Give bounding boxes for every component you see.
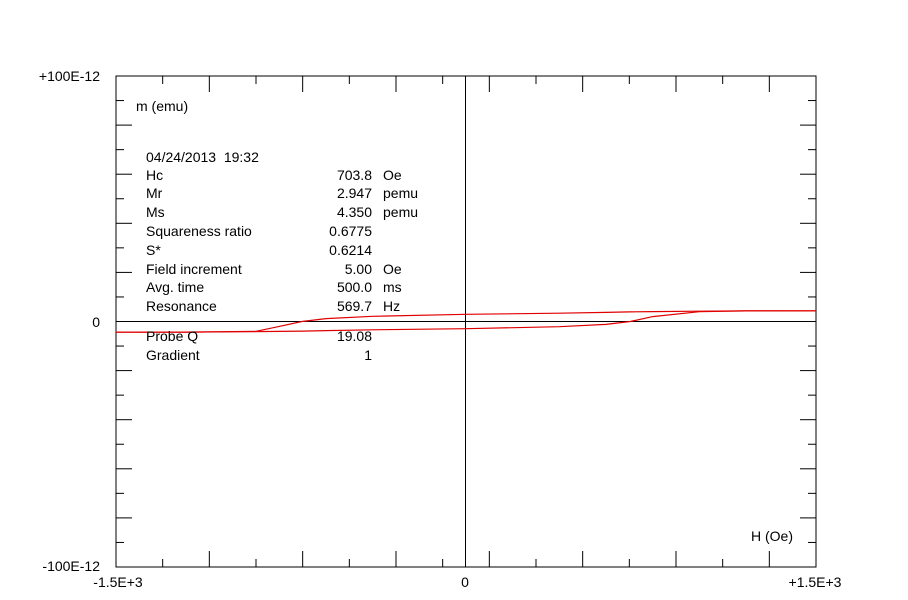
info-label: Gradient bbox=[146, 347, 200, 363]
info-value: 0.6214 bbox=[329, 242, 372, 258]
info-timestamp: 04/24/2013 19:32 bbox=[146, 149, 259, 165]
info-label: Resonance bbox=[146, 298, 217, 314]
info-label: Ms bbox=[146, 204, 165, 220]
y-axis-label: m (emu) bbox=[136, 98, 188, 114]
info-label: Avg. time bbox=[146, 279, 204, 295]
info-value: 2.947 bbox=[337, 185, 372, 201]
info-label: Hc bbox=[146, 167, 163, 183]
x-tick-label-right: +1.5E+3 bbox=[789, 574, 842, 590]
y-tick-label-zero: 0 bbox=[92, 314, 100, 330]
info-value: 0.6775 bbox=[329, 223, 372, 239]
info-unit: Oe bbox=[383, 261, 402, 277]
info-value: 1 bbox=[364, 347, 372, 363]
info-label: S* bbox=[146, 242, 161, 258]
info-unit: Oe bbox=[383, 167, 402, 183]
info-unit: Hz bbox=[383, 298, 400, 314]
info-panel: Hc 703.8 Oe Mr 2.947 pemu Ms 4.350 pemu Squarenes… bbox=[146, 167, 418, 363]
y-tick-label-top: +100E-12 bbox=[39, 68, 100, 84]
series-line-descending bbox=[115, 310, 817, 333]
x-axis-label: H (Oe) bbox=[751, 528, 793, 544]
info-label: Mr bbox=[146, 185, 163, 201]
info-value: 4.350 bbox=[337, 204, 372, 220]
y-tick-label-bottom: -100E-12 bbox=[42, 558, 100, 574]
info-label: Field increment bbox=[146, 261, 242, 277]
info-value: 703.8 bbox=[337, 167, 372, 183]
data-series bbox=[115, 310, 817, 333]
series-line-ascending bbox=[115, 310, 817, 333]
info-value: 500.0 bbox=[337, 279, 372, 295]
info-value: 19.08 bbox=[337, 328, 372, 344]
info-value: 569.7 bbox=[337, 298, 372, 314]
info-label: Squareness ratio bbox=[146, 223, 252, 239]
info-value: 5.00 bbox=[345, 261, 372, 277]
axis-ticks bbox=[116, 76, 816, 567]
info-label: Probe Q bbox=[146, 328, 198, 344]
info-unit: pemu bbox=[383, 185, 418, 201]
info-unit: pemu bbox=[383, 204, 418, 220]
x-tick-label-left: -1.5E+3 bbox=[93, 574, 143, 590]
info-unit: ms bbox=[383, 279, 402, 295]
x-tick-label-zero: 0 bbox=[461, 574, 469, 590]
